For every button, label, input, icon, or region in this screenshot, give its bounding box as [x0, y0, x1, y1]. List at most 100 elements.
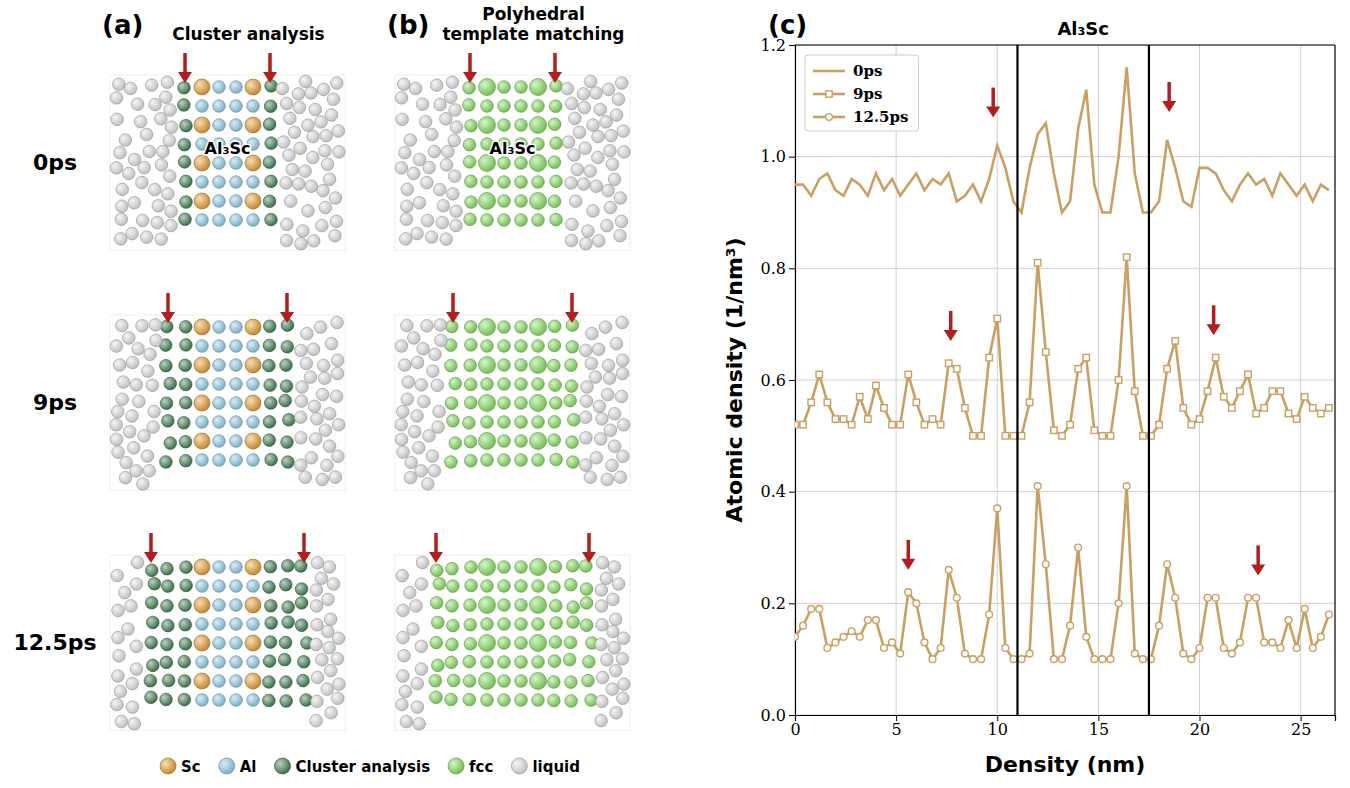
marker — [1277, 388, 1283, 394]
marker — [986, 611, 993, 618]
atom — [548, 581, 561, 594]
atom — [295, 395, 308, 408]
atom — [163, 134, 176, 147]
atom — [178, 693, 191, 706]
marker — [832, 416, 838, 422]
atom — [515, 378, 528, 391]
atom — [579, 142, 592, 155]
atom — [446, 638, 459, 651]
atom — [399, 146, 412, 159]
atom — [230, 435, 243, 448]
marker — [1196, 645, 1203, 652]
atom — [305, 452, 318, 465]
atom — [464, 435, 477, 448]
atom — [567, 414, 580, 427]
legend-label: Al — [240, 758, 257, 776]
marker — [937, 645, 944, 652]
atom — [604, 424, 617, 437]
atom — [159, 91, 172, 104]
atom — [498, 656, 511, 669]
atom — [283, 149, 296, 162]
atom — [196, 580, 209, 593]
atom — [569, 195, 582, 208]
atom — [423, 430, 436, 443]
marker — [929, 656, 936, 663]
atom — [330, 215, 343, 228]
atom — [309, 103, 322, 116]
atom — [412, 441, 425, 454]
atom — [432, 659, 445, 672]
atom — [114, 146, 127, 159]
marker — [913, 399, 919, 405]
snapshot-frame — [395, 555, 630, 730]
marker — [1269, 388, 1275, 394]
atom — [479, 433, 496, 450]
atom — [608, 407, 621, 420]
atom — [431, 616, 444, 629]
atom — [150, 334, 163, 347]
marker — [1293, 416, 1299, 422]
atom — [213, 340, 226, 353]
atom — [331, 354, 344, 367]
atom — [481, 618, 494, 631]
marker — [865, 416, 871, 422]
atom — [447, 415, 460, 428]
atom — [401, 319, 414, 332]
atom — [479, 395, 496, 412]
grid-line — [795, 603, 1335, 604]
atom — [194, 357, 210, 373]
atom — [292, 178, 305, 191]
atom — [419, 115, 432, 128]
atom — [617, 450, 630, 463]
atom — [464, 359, 477, 372]
atom — [584, 471, 597, 484]
marker — [873, 382, 879, 388]
atom — [592, 343, 605, 356]
arrow-head — [178, 72, 192, 83]
atom — [125, 600, 138, 613]
atom — [532, 618, 545, 631]
atom — [481, 694, 494, 707]
atom — [413, 196, 426, 209]
marker — [1204, 388, 1210, 394]
arrow-shaft — [183, 53, 187, 74]
atom — [479, 357, 496, 374]
atom — [245, 117, 261, 133]
atom — [440, 233, 453, 246]
atom — [264, 100, 277, 113]
atom — [567, 456, 580, 469]
atom — [447, 188, 460, 201]
snapshot — [110, 315, 345, 490]
arrow-head — [944, 330, 958, 341]
legend-label: 0ps — [853, 62, 882, 80]
snapshot — [110, 555, 345, 730]
tick: 0.8 — [761, 259, 795, 278]
atom — [448, 134, 461, 147]
atom — [137, 478, 150, 491]
atom — [498, 694, 511, 707]
atom — [402, 376, 415, 389]
arrow-head — [986, 107, 1000, 118]
atom — [127, 441, 140, 454]
atom — [565, 359, 578, 372]
atom — [213, 416, 226, 429]
row-label: 0ps — [33, 150, 77, 175]
atom — [329, 471, 342, 484]
atom — [126, 677, 139, 690]
atom — [179, 435, 192, 448]
legend-line — [813, 70, 845, 73]
atom — [617, 419, 630, 432]
atom — [463, 655, 476, 668]
snapshot-frame — [110, 75, 345, 250]
atom — [230, 340, 243, 353]
atom — [565, 380, 578, 393]
atom — [230, 100, 243, 113]
atom — [479, 597, 496, 614]
atom — [532, 454, 545, 467]
atom — [612, 578, 625, 591]
atom — [600, 116, 613, 129]
atom — [314, 321, 327, 334]
atom — [281, 436, 294, 449]
atom — [428, 464, 441, 477]
atom — [325, 337, 338, 350]
